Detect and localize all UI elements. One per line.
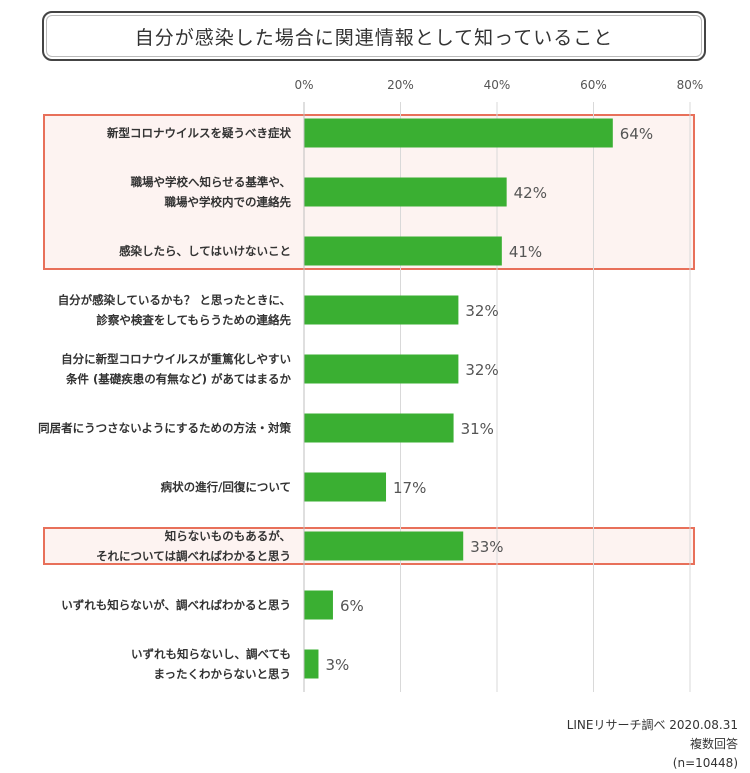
bar-6	[304, 472, 387, 502]
value-label-6: 17%	[393, 479, 426, 497]
value-label-3: 32%	[465, 302, 498, 320]
x-tick-label-20: 20%	[387, 78, 414, 92]
value-label-8: 6%	[340, 597, 364, 615]
category-label-6-0: 病状の進行/回復について	[161, 480, 291, 494]
value-label-0: 64%	[620, 125, 653, 143]
bar-4	[304, 354, 459, 384]
x-tick-label-0: 0%	[294, 78, 313, 92]
bar-7	[304, 531, 464, 561]
bar-0	[304, 118, 613, 148]
chart-title: 自分が感染した場合に関連情報として知っていること	[134, 26, 614, 49]
bar-3	[304, 295, 459, 325]
bar-5	[304, 413, 454, 443]
category-label-1-1: 職場や学校内での連絡先	[165, 195, 292, 209]
value-label-2: 41%	[509, 243, 542, 261]
category-label-4-1: 条件 (基礎疾患の有無など) があてはまるか	[65, 372, 292, 386]
x-tick-label-60: 60%	[580, 78, 607, 92]
category-label-0-0: 新型コロナウイルスを疑うべき症状	[107, 126, 291, 140]
category-label-1-0: 職場や学校へ知らせる基準や、	[131, 175, 291, 189]
category-label-7-1: それについては調べればわかると思う	[96, 549, 291, 563]
category-label-3-0: 自分が感染しているかも？ と思ったときに、	[58, 293, 291, 307]
category-label-7-0: 知らないものもあるが、	[164, 529, 291, 543]
category-label-4-0: 自分に新型コロナウイルスが重篤化しやすい	[61, 352, 291, 366]
bar-9	[304, 649, 319, 679]
x-tick-label-80: 80%	[677, 78, 704, 92]
category-label-5-0: 同居者にうつさないようにするための方法・対策	[38, 421, 291, 435]
value-label-4: 32%	[465, 361, 498, 379]
value-label-9: 3%	[325, 656, 349, 674]
category-label-8-0: いずれも知らないが、調べればわかると思う	[61, 598, 291, 612]
category-label-9-0: いずれも知らないし、調べても	[131, 647, 291, 661]
sample-size-label: (n=10448)	[672, 756, 738, 770]
value-label-5: 31%	[461, 420, 494, 438]
category-label-2-0: 感染したら、してはいけないこと	[119, 244, 291, 258]
answer-type-label: 複数回答	[689, 737, 738, 751]
bar-2	[304, 236, 502, 266]
category-label-9-1: まったくわからないと思う	[153, 667, 291, 681]
bar-8	[304, 590, 333, 620]
bar-1	[304, 177, 507, 207]
x-tick-label-40: 40%	[484, 78, 511, 92]
value-label-1: 42%	[514, 184, 547, 202]
category-label-3-1: 診察や検査をしてもらうための連絡先	[96, 313, 291, 327]
chart-title-box: 自分が感染した場合に関連情報として知っていること	[42, 11, 706, 61]
source-label: LINEリサーチ調べ 2020.08.31	[566, 718, 738, 732]
value-label-7: 33%	[470, 538, 503, 556]
chart-footer: LINEリサーチ調べ 2020.08.31 複数回答 (n=10448)	[567, 716, 738, 773]
